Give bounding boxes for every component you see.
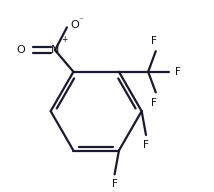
Text: +: +: [61, 35, 67, 44]
Text: O: O: [16, 45, 25, 55]
Text: N: N: [51, 45, 59, 55]
Text: F: F: [175, 67, 181, 77]
Text: F: F: [151, 36, 156, 46]
Text: F: F: [143, 140, 149, 150]
Text: F: F: [112, 179, 117, 189]
Text: ⁻: ⁻: [79, 16, 84, 25]
Text: F: F: [151, 98, 156, 108]
Text: O: O: [71, 20, 80, 30]
